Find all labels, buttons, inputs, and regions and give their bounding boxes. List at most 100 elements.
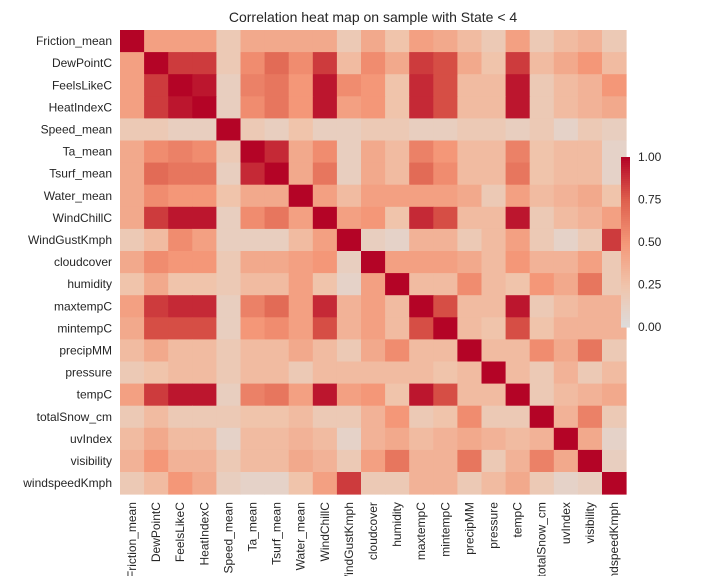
x-tick-label: DewPointC <box>149 502 163 562</box>
colorbar-segment <box>621 209 630 212</box>
heatmap-cell <box>168 427 193 451</box>
heatmap-cell <box>336 228 362 252</box>
colorbar-segment <box>621 291 630 294</box>
heatmap-cell <box>288 317 314 340</box>
colorbar-segment <box>621 159 630 162</box>
heatmap-cell <box>409 405 434 429</box>
heatmap-cell <box>457 449 482 473</box>
heatmap-cell <box>192 472 217 495</box>
heatmap-cell <box>192 405 217 429</box>
heatmap-cell <box>361 162 386 186</box>
heatmap-cell <box>409 427 434 451</box>
heatmap-cell <box>168 251 193 274</box>
colorbar-segment <box>621 309 630 312</box>
heatmap-cell <box>168 118 193 141</box>
heatmap-cell <box>288 118 314 141</box>
colorbar: 0.00 0.25 0.50 0.75 1.00 <box>621 150 662 334</box>
heatmap-cell <box>312 273 338 296</box>
heatmap-cell <box>192 317 217 340</box>
heatmap-cell <box>288 52 314 75</box>
heatmap-cell <box>602 140 627 164</box>
colorbar-segment <box>621 313 630 316</box>
heatmap-cell <box>385 206 410 230</box>
heatmap-cell <box>433 251 458 274</box>
colorbar-segment <box>621 171 630 174</box>
heatmap-cell <box>216 317 241 340</box>
heatmap-cell <box>361 30 386 53</box>
colorbar-segment <box>621 221 630 224</box>
colorbar-segment <box>621 169 630 172</box>
y-tick-label: mintempC <box>57 321 112 335</box>
heatmap-cell <box>529 228 555 252</box>
heatmap-cell <box>288 184 314 208</box>
heatmap-cell <box>240 295 266 318</box>
colorbar-segment <box>621 251 630 254</box>
heatmap-cell <box>336 273 362 296</box>
heatmap-cell <box>336 405 362 429</box>
heatmap-cell <box>553 251 579 274</box>
heatmap-cell <box>288 449 314 473</box>
heatmap-cell <box>457 52 482 75</box>
heatmap-cell <box>505 251 531 274</box>
heatmap-cell <box>409 317 434 340</box>
heatmap-cell <box>457 383 482 407</box>
heatmap-cell <box>457 184 482 208</box>
heatmap-cell <box>409 30 434 53</box>
heatmap-cell <box>216 339 241 362</box>
x-tick-label: uvIndex <box>559 502 573 544</box>
heatmap-cell <box>457 206 482 230</box>
heatmap-cell <box>336 317 362 340</box>
heatmap-cell <box>529 427 555 451</box>
heatmap-cell <box>577 228 603 252</box>
heatmap-cell <box>553 273 579 296</box>
heatmap-cell <box>288 273 314 296</box>
heatmap-cell <box>144 317 169 340</box>
heatmap-cell <box>264 427 290 451</box>
heatmap-cell <box>505 383 531 407</box>
heatmap-cell <box>264 383 290 407</box>
heatmap-cell <box>529 184 555 208</box>
heatmap-cell <box>505 228 531 252</box>
heatmap-cell <box>336 74 362 97</box>
heatmap-cell <box>385 295 410 318</box>
colorbar-segment <box>621 293 630 296</box>
colorbar-segment <box>621 269 630 272</box>
heatmap-cell <box>312 405 338 429</box>
y-tick-label: windspeedKmph <box>22 476 112 490</box>
heatmap-cell <box>120 30 145 53</box>
heatmap-cell <box>336 427 362 451</box>
heatmap-cell <box>409 449 434 473</box>
heatmap-cell <box>553 317 579 340</box>
heatmap-cell <box>120 339 145 362</box>
heatmap-cell <box>602 162 627 186</box>
heatmap-cell <box>361 273 386 296</box>
heatmap-cell <box>529 273 555 296</box>
heatmap-cell <box>144 206 169 230</box>
heatmap-cell <box>577 405 603 429</box>
heatmap-cell <box>336 339 362 362</box>
x-tick-label: Water_mean <box>294 502 308 570</box>
heatmap-cell <box>216 96 241 119</box>
colorbar-ticks: 0.00 0.25 0.50 0.75 1.00 <box>638 150 662 334</box>
colorbar-segment <box>621 235 630 238</box>
heatmap-cell <box>361 383 386 407</box>
heatmap-cell <box>553 96 579 119</box>
heatmap-cell <box>240 30 266 53</box>
heatmap-cell <box>409 383 434 407</box>
heatmap-cell <box>312 251 338 274</box>
heatmap-cell <box>336 96 362 119</box>
x-tick-label: precipMM <box>462 502 476 555</box>
heatmap-cell <box>361 74 386 97</box>
heatmap-cell <box>553 30 579 53</box>
colorbar-segment <box>621 179 630 182</box>
heatmap-cell <box>602 30 627 53</box>
heatmap-cell <box>433 295 458 318</box>
heatmap-cell <box>120 472 145 495</box>
colorbar-segment <box>621 211 630 214</box>
colorbar-segment <box>621 201 630 204</box>
heatmap-cell <box>481 52 507 75</box>
heatmap-cell <box>481 449 507 473</box>
heatmap-cell <box>312 184 338 208</box>
heatmap-cell <box>312 30 338 53</box>
heatmap-cell <box>288 472 314 495</box>
